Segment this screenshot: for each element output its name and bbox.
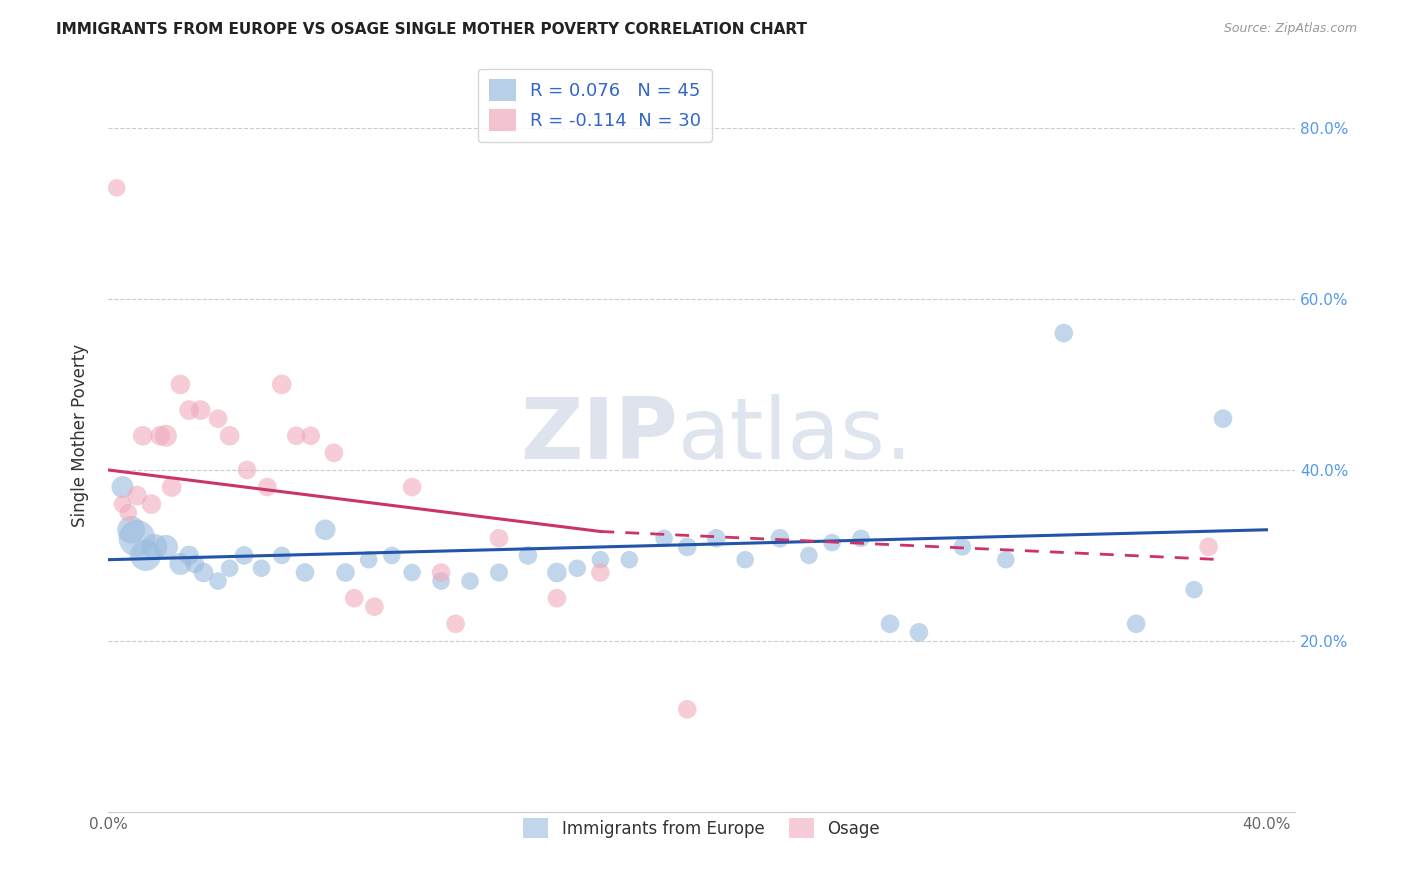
Point [143,540,166,554]
Point [908,625,931,640]
Point [676,702,699,716]
Point [111,480,134,494]
Point [619,552,641,566]
Point [652,531,675,545]
Point [141,497,163,511]
Point [567,561,589,575]
Point [111,497,134,511]
Point [950,540,973,554]
Point [149,428,172,442]
Point [177,403,200,417]
Point [207,411,229,425]
Point [546,591,568,606]
Point [734,552,756,566]
Point [218,561,240,575]
Point [401,480,423,494]
Point [589,566,612,580]
Text: Source: ZipAtlas.com: Source: ZipAtlas.com [1223,22,1357,36]
Point [105,181,128,195]
Point [299,428,322,442]
Point [1198,540,1220,554]
Legend: Immigrants from Europe, Osage: Immigrants from Europe, Osage [516,811,887,845]
Point [314,523,336,537]
Point [207,574,229,588]
Point [256,480,278,494]
Point [155,428,177,442]
Point [546,566,568,580]
Point [488,566,510,580]
Point [184,557,207,571]
Point [155,540,177,554]
Point [169,377,191,392]
Point [125,531,148,545]
Point [1182,582,1205,597]
Point [1053,326,1076,340]
Point [233,549,256,563]
Point [430,574,453,588]
Point [335,566,357,580]
Point [343,591,366,606]
Point [270,549,292,563]
Y-axis label: Single Mother Poverty: Single Mother Poverty [72,344,89,527]
Point [177,549,200,563]
Point [430,566,453,580]
Point [994,552,1017,566]
Point [849,531,872,545]
Point [1125,616,1147,631]
Point [285,428,308,442]
Point [125,489,148,503]
Point [589,552,612,566]
Point [117,506,139,520]
Point [218,428,240,442]
Point [704,531,727,545]
Point [132,428,155,442]
Point [135,549,157,563]
Point [357,552,380,566]
Point [193,566,215,580]
Point [444,616,467,631]
Text: ZIP: ZIP [520,394,678,477]
Point [516,549,538,563]
Point [821,535,844,549]
Point [797,549,820,563]
Point [294,566,316,580]
Point [363,599,385,614]
Point [458,574,481,588]
Point [676,540,699,554]
Point [270,377,292,392]
Point [322,446,344,460]
Point [250,561,273,575]
Point [879,616,901,631]
Point [1212,411,1234,425]
Point [236,463,259,477]
Text: IMMIGRANTS FROM EUROPE VS OSAGE SINGLE MOTHER POVERTY CORRELATION CHART: IMMIGRANTS FROM EUROPE VS OSAGE SINGLE M… [56,22,807,37]
Point [381,549,404,563]
Point [769,531,792,545]
Point [169,557,191,571]
Point [488,531,510,545]
Point [401,566,423,580]
Text: atlas.: atlas. [678,394,914,477]
Point [190,403,212,417]
Point [160,480,183,494]
Point [120,523,142,537]
